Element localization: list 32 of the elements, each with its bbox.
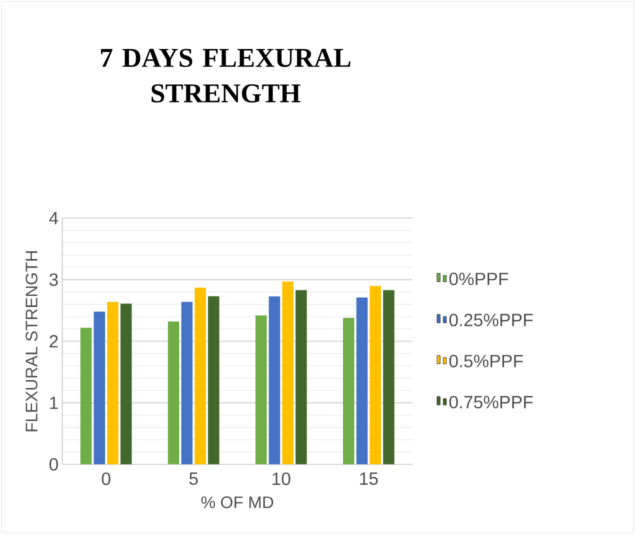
- bar: [181, 302, 193, 464]
- x-tick-label: 0: [102, 472, 110, 486]
- legend-label: 0.25%PPF: [449, 314, 533, 326]
- bar: [120, 304, 132, 464]
- y-axis-title: FLEXURAL STRENGTH: [26, 251, 38, 432]
- y-tick-label: 1: [50, 396, 58, 409]
- legend-label: 0.75%PPF: [449, 396, 533, 408]
- y-tick-label: 3: [49, 273, 58, 286]
- bar: [107, 302, 118, 464]
- y-tick-label: 4: [49, 212, 58, 224]
- bar: [255, 315, 267, 464]
- x-axis-title: % OF MD: [201, 496, 274, 508]
- bar: [282, 281, 294, 464]
- y-tick-label: 0: [49, 458, 58, 471]
- bar: [208, 296, 220, 464]
- chart-title: 7 DAYS FLEXURAL STRENGTH: [101, 48, 350, 102]
- bar: [370, 286, 382, 464]
- x-tick-label: 5: [189, 472, 198, 485]
- x-tick-label: 10: [272, 472, 290, 486]
- legend-label: 0.5%PPF: [449, 354, 523, 368]
- bar: [80, 328, 92, 464]
- bar: [343, 318, 354, 464]
- bar: [356, 297, 368, 464]
- bar: [168, 321, 180, 464]
- bar: [268, 296, 280, 464]
- legend-label: 0%PPF: [449, 272, 508, 286]
- bar: [94, 312, 106, 464]
- bar: [296, 290, 307, 464]
- bar: [383, 290, 394, 464]
- x-tick-label: 15: [360, 472, 378, 485]
- bar: [194, 288, 206, 464]
- y-tick-label: 2: [50, 335, 58, 348]
